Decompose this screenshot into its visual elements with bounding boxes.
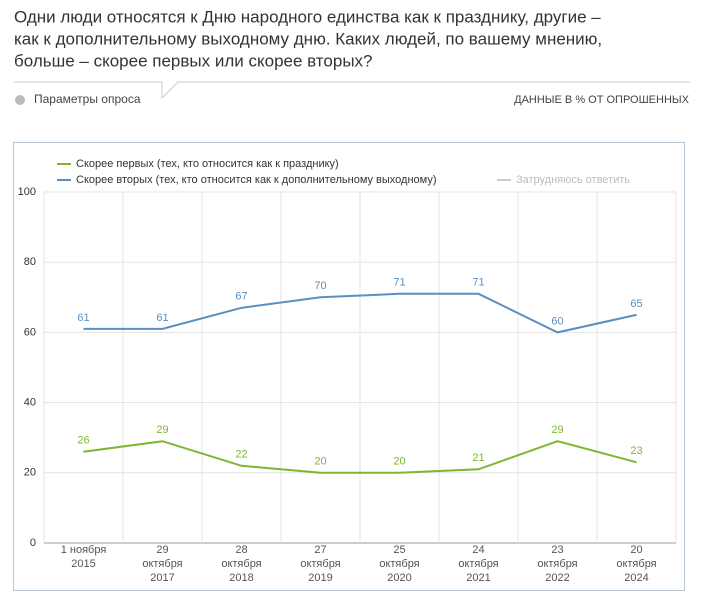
y-tick-label: 60 [24, 326, 36, 338]
title-line: Одни люди относятся к Дню народного един… [14, 7, 601, 26]
data-label: 26 [77, 435, 89, 447]
series-line [83, 292, 637, 334]
data-label: 60 [551, 315, 563, 327]
y-tick-label: 20 [24, 467, 36, 479]
data-label: 23 [630, 445, 642, 457]
info-icon[interactable] [15, 95, 25, 105]
data-label: 71 [472, 277, 484, 289]
title-line: больше – скорее первых или скорее вторых… [14, 51, 373, 70]
data-label: 22 [235, 449, 247, 461]
x-tick-label: 20 октября 2024 [616, 544, 656, 584]
y-tick-label: 100 [18, 186, 36, 198]
data-label: 61 [156, 312, 168, 324]
legend-label[interactable]: Затрудняюсь ответить [516, 174, 630, 186]
separator [14, 81, 690, 100]
data-label: 65 [630, 298, 642, 310]
data-label: 21 [472, 452, 484, 464]
x-tick-label: 25 октября 2020 [379, 544, 419, 584]
y-tick-label: 0 [30, 537, 36, 549]
series-line [83, 440, 637, 474]
data-label: 71 [393, 277, 405, 289]
legend-label: Скорее вторых (тех, кто относится как к … [76, 174, 437, 186]
y-tick-label: 80 [24, 256, 36, 268]
chart-frame [13, 142, 685, 591]
units: ДАННЫЕ В % ОТ ОПРОШЕННЫХ [514, 94, 690, 106]
data-label: 61 [77, 312, 89, 324]
y-tick-label: 40 [24, 397, 36, 409]
x-tick-label: 23 октября 2022 [537, 544, 577, 584]
x-tick-label: 27 октября 2019 [300, 544, 340, 584]
legend-label: Скорее первых (тех, кто относится как к … [76, 158, 339, 170]
data-label: 20 [393, 456, 405, 468]
params-link[interactable]: Параметры опроса [34, 92, 141, 106]
x-tick-label: 1 ноября 2015 [61, 544, 107, 570]
title-line: как к дополнительному выходному дню. Как… [14, 29, 602, 48]
x-tick-label: 29 октября 2017 [142, 544, 182, 584]
data-label: 20 [314, 456, 326, 468]
x-tick-label: 24 октября 2021 [458, 544, 498, 584]
data-label: 29 [551, 424, 563, 436]
data-label: 29 [156, 424, 168, 436]
x-tick-label: 28 октября 2018 [221, 544, 261, 584]
data-label: 67 [235, 291, 247, 303]
data-label: 70 [314, 280, 326, 292]
